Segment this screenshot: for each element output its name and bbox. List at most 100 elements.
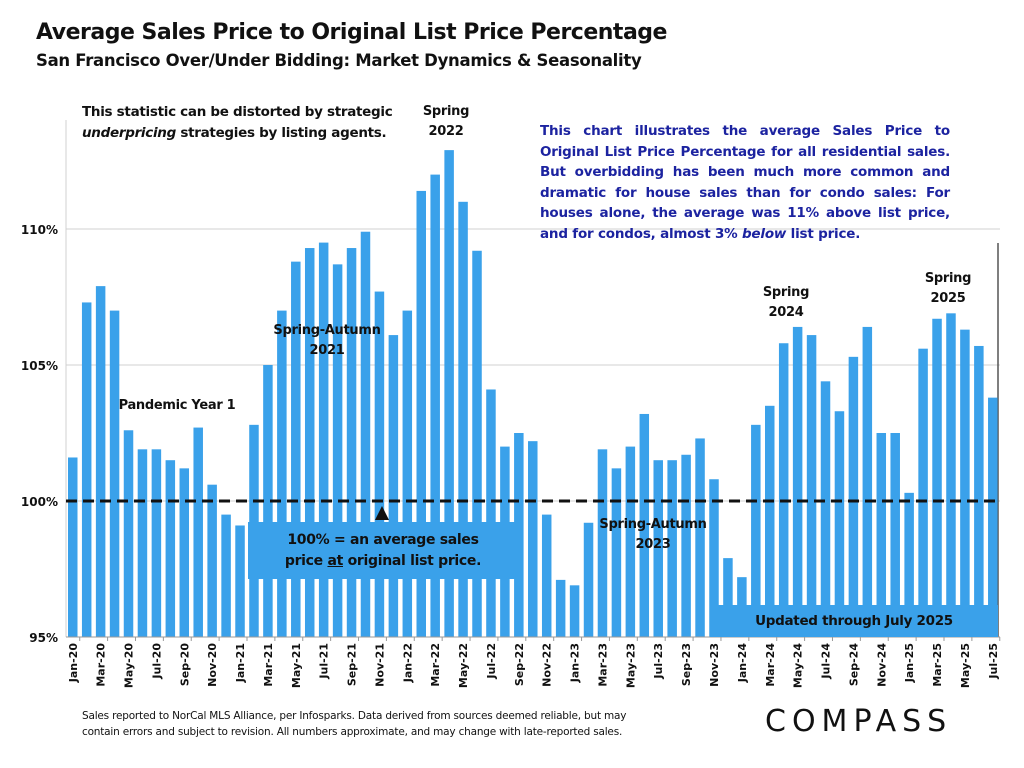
x-tick-label: Jan-24 (736, 643, 749, 684)
bar-Sep-22 (514, 433, 524, 637)
explanation-text: This chart illustrates the average Sales… (540, 121, 950, 244)
footer-line-2: contain errors and subject to revision. … (82, 726, 623, 738)
x-tick-label: Jan-20 (67, 643, 80, 684)
annotation-text: 2024 (768, 305, 804, 320)
bar-Jun-20 (137, 449, 148, 637)
bar-Mar-25 (932, 318, 942, 637)
x-tick-label: Jul-25 (987, 643, 1000, 680)
bar-Oct-23 (695, 438, 705, 637)
x-tick-label: May-20 (123, 643, 136, 688)
bar-Nov-21 (374, 291, 385, 637)
box-underlined: at (327, 552, 343, 569)
x-tick-label: May-21 (290, 643, 303, 688)
bar-Oct-21 (360, 231, 371, 637)
bar-Feb-22 (416, 190, 426, 638)
bar-Aug-24 (834, 411, 845, 637)
bar-Oct-20 (193, 427, 203, 637)
y-tick-label: 95% (29, 631, 58, 645)
bar-Dec-21 (388, 335, 399, 637)
bar-May-24 (792, 326, 803, 637)
x-tick-label: Jan-22 (401, 643, 414, 683)
x-tick-label: Sep-24 (847, 643, 860, 686)
footer-line-1: Sales reported to NorCal MLS Alliance, p… (82, 710, 627, 722)
bar-Aug-23 (667, 460, 677, 637)
x-tick-label: Jul-20 (150, 643, 163, 680)
annotation-text: Spring (762, 285, 810, 300)
bar-Jul-21 (318, 242, 329, 637)
annotation-text: Spring-Autumn (273, 323, 381, 338)
bar-Dec-24 (890, 433, 900, 637)
bar-Jan-23 (569, 585, 580, 637)
x-tick-label: Nov-24 (875, 643, 888, 687)
bar-Jun-22 (472, 250, 482, 637)
annotation-spring-autumn-2021: Spring-Autumn 2021 (262, 321, 392, 361)
bar-Apr-21 (277, 310, 287, 637)
x-tick-label: Nov-23 (708, 643, 721, 687)
bar-Sep-24 (848, 356, 859, 637)
x-tick-label: Jul-23 (652, 643, 665, 680)
bar-Aug-21 (332, 264, 343, 637)
x-tick-label: Jan-25 (903, 643, 916, 683)
bar-Mar-21 (263, 365, 273, 637)
arrow-up-icon (375, 506, 389, 520)
bar-Oct-22 (528, 441, 538, 637)
x-tick-label: Sep-23 (680, 643, 693, 686)
annotation-text: 2025 (930, 291, 966, 306)
bar-Feb-25 (918, 348, 928, 637)
note-line-2: underpricing strategies by listing agent… (82, 123, 392, 144)
x-tick-label: Nov-22 (541, 643, 554, 687)
bar-Feb-24 (751, 424, 761, 637)
reference-explanation-box: 100% = an average sales price at original… (248, 522, 518, 579)
note-rest: strategies by listing agents. (175, 125, 387, 141)
bar-Jan-22 (402, 310, 413, 637)
distortion-note: This statistic can be distorted by strat… (82, 102, 393, 144)
bar-Jul-25 (988, 397, 998, 637)
annotation-pandemic: Pandemic Year 1 (112, 396, 242, 416)
bar-Jul-20 (151, 449, 162, 637)
x-tick-label: Jan-21 (234, 643, 247, 683)
bar-Dec-20 (221, 514, 231, 637)
note-line-1: This statistic can be distorted by strat… (82, 104, 393, 120)
chart-subtitle: San Francisco Over/Under Bidding: Market… (36, 51, 642, 70)
annotation-text: 2023 (635, 537, 671, 552)
bar-Nov-20 (207, 484, 217, 637)
bar-Jan-25 (904, 492, 914, 637)
bar-Nov-22 (541, 514, 552, 637)
x-tick-label: Mar-21 (262, 643, 275, 687)
annotation-text: 2021 (309, 343, 345, 358)
box-text: price (284, 552, 328, 569)
annotation-text: Spring (422, 104, 470, 119)
annotation-spring-2024: Spring 2024 (746, 283, 826, 323)
x-tick-label: May-25 (959, 643, 972, 688)
bar-Apr-25 (946, 313, 956, 637)
bar-Apr-22 (444, 150, 454, 637)
x-tick-label: Mar-20 (95, 643, 108, 687)
bar-Jun-21 (304, 248, 315, 638)
chart-title: Average Sales Price to Original List Pri… (36, 20, 667, 45)
y-tick-label: 100% (21, 495, 58, 509)
bar-Mar-20 (95, 286, 106, 637)
x-tick-label: Jul-24 (820, 643, 833, 680)
bar-Jul-22 (486, 389, 496, 637)
bar-Jun-24 (806, 335, 817, 637)
y-tick-label: 110% (21, 223, 58, 237)
note-emphasis: underpricing (82, 125, 176, 141)
bar-Dec-23 (723, 558, 733, 637)
bar-Jun-25 (974, 345, 984, 637)
bar-Mar-23 (597, 449, 608, 637)
x-tick-label: May-24 (792, 643, 805, 688)
bar-May-21 (291, 261, 301, 637)
x-tick-label: Mar-23 (596, 643, 609, 687)
y-tick-label: 105% (21, 359, 58, 373)
bar-Mar-22 (430, 174, 440, 637)
x-tick-label: May-23 (624, 643, 637, 688)
bar-Feb-20 (81, 302, 92, 637)
annotation-text: Spring-Autumn (599, 517, 707, 532)
bar-Mar-24 (765, 405, 775, 637)
footer-source: Sales reported to NorCal MLS Alliance, p… (82, 708, 626, 740)
bar-Sep-21 (346, 248, 357, 638)
x-tick-label: May-22 (457, 643, 470, 688)
x-tick-label: Mar-24 (764, 643, 777, 687)
